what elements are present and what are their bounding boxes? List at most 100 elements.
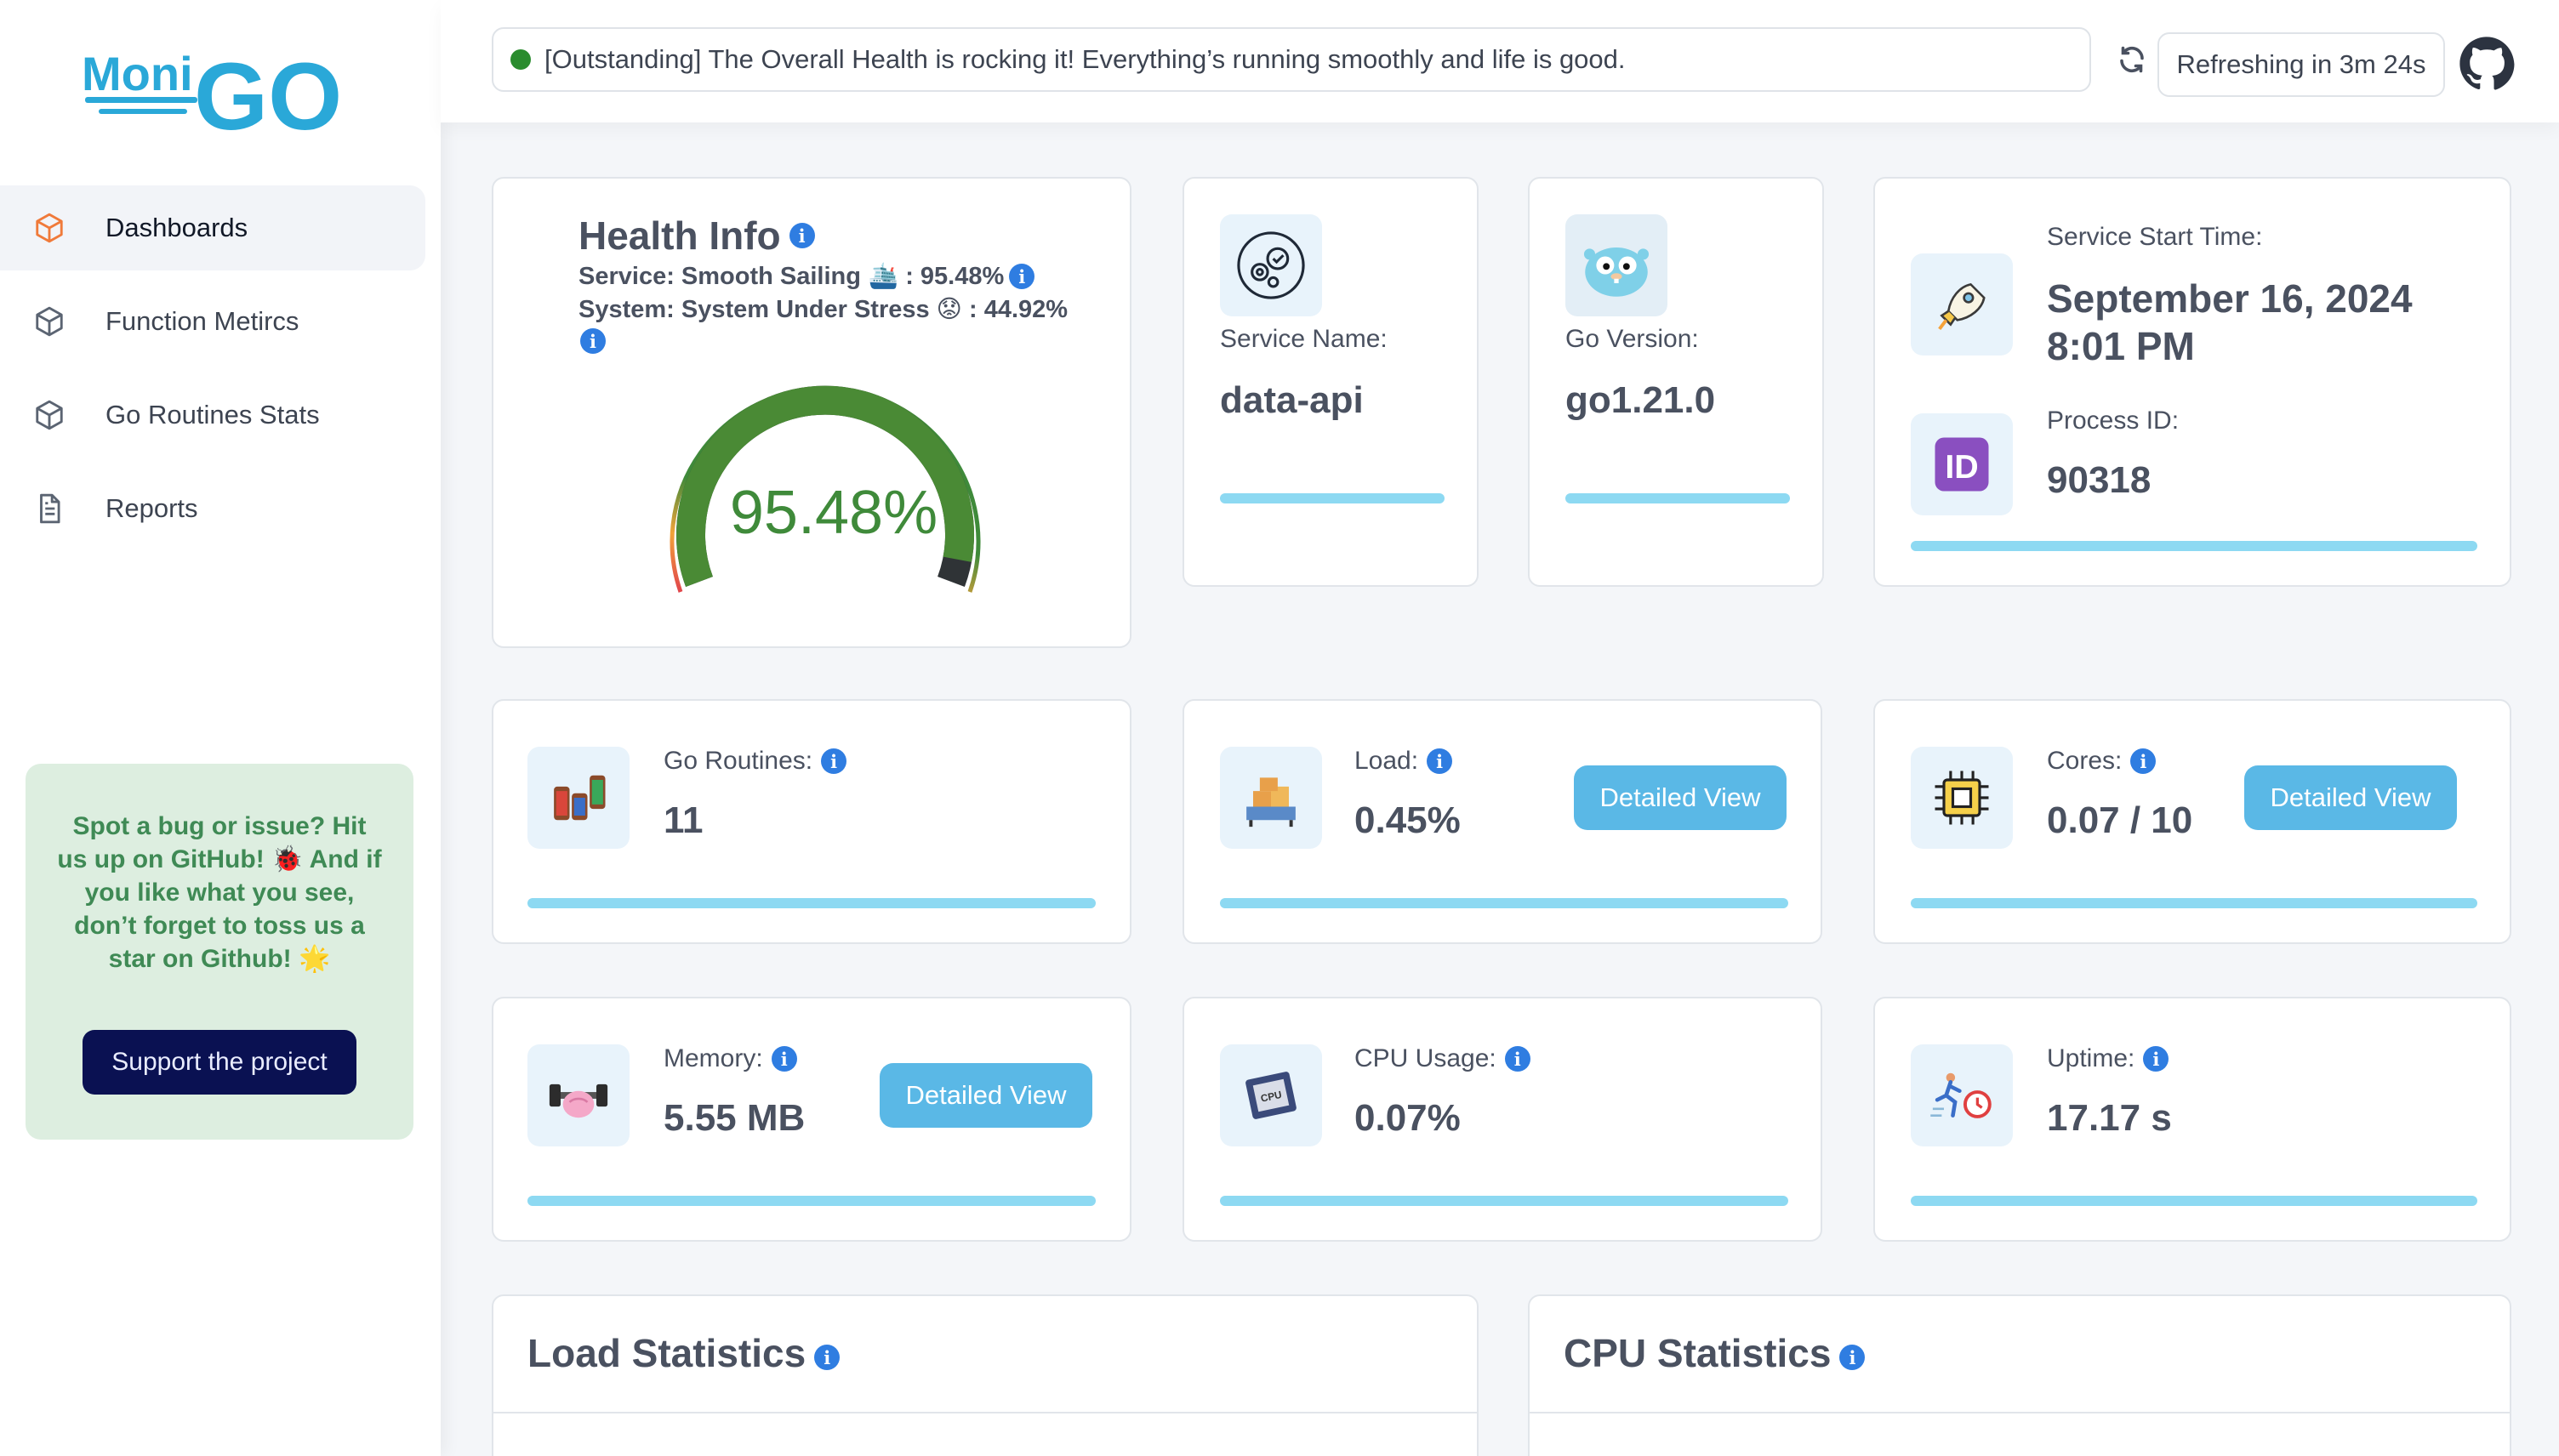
service-name-bar [1220,493,1445,503]
service-name-value: data-api [1220,379,1364,421]
refresh-icon[interactable] [2117,44,2147,75]
process-id-value: 90318 [2047,459,2151,501]
memory-card: Memory: i 5.55 MB Detailed View [492,997,1131,1242]
info-icon[interactable]: i [2130,748,2157,774]
cores-detailed-view-button[interactable]: Detailed View [2244,765,2457,830]
memory-bar [527,1196,1096,1206]
memory-detailed-view-button[interactable]: Detailed View [880,1063,1092,1128]
rocket-icon [1911,253,2013,355]
cpu-statistics-card: CPU Statistics i [1528,1294,2511,1456]
sidebar-item-go-routines-stats[interactable]: Go Routines Stats [0,373,425,458]
load-bar [1220,898,1788,908]
svg-text:ID: ID [1945,448,1978,486]
process-id-label: Process ID: [2047,407,2180,435]
go-version-bar [1565,493,1790,503]
info-icon[interactable]: i [821,748,847,774]
cores-value: 0.07 / 10 [2047,799,2193,841]
cpu-statistics-title-text: CPU Statistics [1564,1331,1832,1375]
cpu-icon: CPU [1220,1044,1322,1146]
info-icon[interactable]: i [771,1046,797,1072]
service-start-date: September 16, 2024 [2047,276,2413,321]
load-detailed-view-button[interactable]: Detailed View [1574,765,1787,830]
cpu-usage-label: CPU Usage: i [1354,1044,1530,1073]
cpu-usage-label-text: CPU Usage: [1354,1044,1496,1072]
info-icon[interactable]: i [2143,1046,2169,1072]
section-divider [493,1412,1477,1413]
cube-icon [32,304,66,338]
svg-text:GO: GO [194,43,342,134]
system-health-text: System: System Under Stress 😟 : 44.92% [578,296,1069,323]
service-start-label: Service Start Time: [2047,223,2263,251]
boxes-icon [1220,747,1322,849]
cores-bar [1911,898,2477,908]
go-version-card: Go Version: go1.21.0 [1528,177,1824,587]
cpu-statistics-title: CPU Statistics i [1564,1330,1866,1376]
info-icon[interactable]: i [580,328,606,354]
load-value: 0.45% [1354,799,1461,841]
monigo-logo[interactable]: Moni GO [82,41,345,150]
gears-icon [1220,214,1322,316]
uptime-label: Uptime: i [2047,1044,2169,1073]
brain-dumbbell-icon [527,1044,630,1146]
cores-card: Cores: i 0.07 / 10 Detailed View [1873,699,2511,944]
info-icon[interactable]: i [1839,1345,1866,1370]
service-health-line: Service: Smooth Sailing 🛳️ : 95.48% i [578,262,1035,291]
info-icon[interactable]: i [814,1345,841,1370]
info-icon[interactable]: i [1504,1046,1530,1072]
document-icon [32,492,66,526]
cpu-usage-card: CPU CPU Usage: i 0.07% [1183,997,1822,1242]
go-routines-label-text: Go Routines: [664,747,813,775]
gopher-icon [1565,214,1667,316]
cores-label-text: Cores: [2047,747,2123,775]
sidebar-item-label: Dashboards [105,213,248,242]
gauge-value: 95.48% [729,479,938,547]
promo-text: Spot a bug or issue? Hit us up on GitHub… [57,812,382,973]
uptime-bar [1911,1196,2477,1206]
sidebar-item-label: Reports [105,493,198,523]
sidebar-item-reports[interactable]: Reports [0,466,425,551]
support-project-button[interactable]: Support the project [83,1030,356,1095]
uptime-card: Uptime: i 17.17 s [1873,997,2511,1242]
cube-icon [32,211,66,245]
sidebar: Moni GO Dashboards Function Metircs Go R… [0,0,441,1456]
go-routines-card: Go Routines: i 11 [492,699,1131,944]
info-icon[interactable]: i [1427,748,1453,774]
go-routines-bar [527,898,1096,908]
sidebar-item-function-metrics[interactable]: Function Metircs [0,279,425,364]
refresh-countdown[interactable]: Refreshing in 3m 24s [2157,32,2445,97]
sidebar-item-label: Go Routines Stats [105,400,320,429]
sidebar-item-label: Function Metircs [105,306,299,336]
load-statistics-card: Load Statistics i [492,1294,1479,1456]
svg-text:CPU: CPU [1260,1089,1283,1105]
service-start-card: Service Start Time: September 16, 2024 8… [1873,177,2511,587]
info-icon[interactable]: i [1009,264,1035,289]
github-promo-card: Spot a bug or issue? Hit us up on GitHub… [26,764,413,1140]
load-statistics-title: Load Statistics i [527,1330,841,1376]
github-icon[interactable] [2459,36,2515,92]
chip-icon [1911,747,2013,849]
go-version-label: Go Version: [1565,325,1699,353]
memory-label-text: Memory: [664,1044,763,1072]
section-divider [1530,1412,2510,1413]
service-name-label: Service Name: [1220,325,1388,353]
sidebar-nav: Dashboards Function Metircs Go Routines … [0,185,425,560]
health-title-text: Health Info [578,213,781,258]
sidebar-item-dashboards[interactable]: Dashboards [0,185,425,270]
uptime-label-text: Uptime: [2047,1044,2135,1072]
service-start-time: 8:01 PM [2047,324,2195,368]
info-icon[interactable]: i [789,223,815,248]
memory-label: Memory: i [664,1044,797,1073]
load-card: Load: i 0.45% Detailed View [1183,699,1822,944]
status-dot [510,49,531,70]
system-info-row: i [572,328,606,354]
go-routines-label: Go Routines: i [664,747,847,776]
load-statistics-title-text: Load Statistics [527,1331,806,1375]
cpu-usage-value: 0.07% [1354,1097,1461,1139]
uptime-value: 17.17 s [2047,1097,2172,1139]
cube-icon [32,398,66,432]
id-badge-icon: ID [1911,413,2013,515]
load-label: Load: i [1354,747,1453,776]
memory-value: 5.55 MB [664,1097,806,1139]
health-gauge [670,385,981,593]
system-health-line: System: System Under Stress 😟 : 44.92% [578,294,1068,324]
